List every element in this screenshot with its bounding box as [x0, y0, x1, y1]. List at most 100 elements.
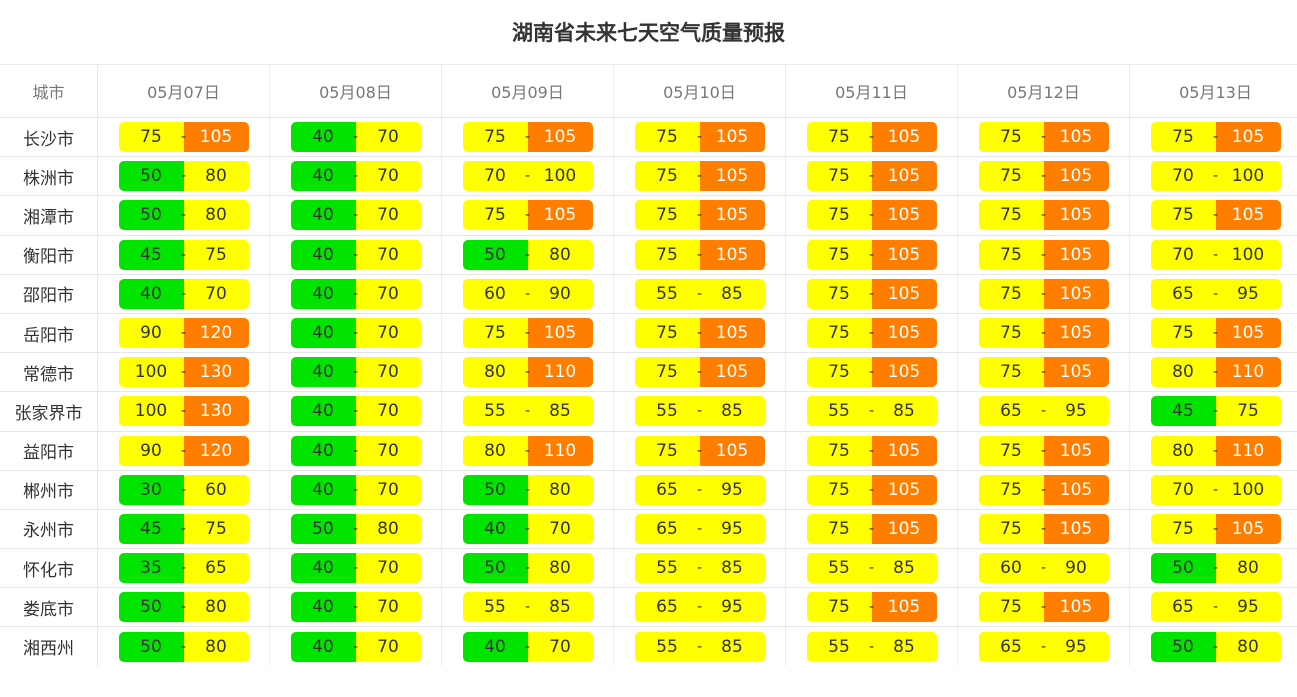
forecast-cell: 60 90- — [958, 549, 1130, 588]
range-separator: - — [180, 207, 187, 224]
aqi-low-value: 55 — [634, 553, 700, 584]
aqi-high-value: 130 — [183, 396, 249, 427]
aqi-high-value: 80 — [183, 161, 249, 192]
range-separator: - — [180, 364, 187, 381]
aqi-range-pill: 75 105- — [978, 200, 1109, 231]
aqi-high-value: 105 — [183, 122, 249, 153]
table-row: 株洲市 50 80-40 70-70 100-75 105-75 105-75 105-70 1… — [0, 156, 1297, 196]
aqi-low-value: 40 — [290, 357, 356, 388]
aqi-high-value: 105 — [527, 122, 593, 153]
aqi-high-value: 60 — [183, 474, 249, 505]
range-separator: - — [696, 207, 703, 224]
city-name: 永州市 — [0, 509, 98, 549]
aqi-low-value: 75 — [978, 200, 1044, 231]
table-row: 湘潭市 50 80-40 70-75 105-75 105-75 105-75 105-75 1… — [0, 195, 1297, 235]
aqi-range-pill: 65 95- — [634, 592, 765, 623]
aqi-low-value: 35 — [118, 553, 184, 584]
aqi-range-pill: 40 70- — [290, 318, 421, 349]
aqi-low-value: 70 — [1150, 474, 1216, 505]
aqi-high-value: 70 — [355, 357, 421, 388]
forecast-cell: 90 120- — [98, 313, 270, 353]
aqi-range-pill: 75 105- — [978, 122, 1109, 153]
aqi-range-pill: 50 80- — [462, 239, 593, 270]
aqi-low-value: 75 — [634, 122, 700, 153]
aqi-range-pill: 75 105- — [118, 122, 249, 153]
aqi-range-pill: 40 70- — [290, 200, 421, 231]
aqi-low-value: 75 — [978, 278, 1044, 309]
aqi-high-value: 105 — [1043, 318, 1109, 349]
forecast-cell: 80 110- — [1130, 353, 1297, 391]
aqi-range-pill: 50 80- — [118, 200, 249, 231]
aqi-high-value: 95 — [1043, 396, 1109, 427]
city-name: 娄底市 — [0, 588, 98, 627]
range-separator: - — [352, 168, 359, 185]
aqi-low-value: 75 — [806, 161, 872, 192]
aqi-low-value: 40 — [290, 239, 356, 270]
aqi-high-value: 70 — [355, 435, 421, 466]
aqi-low-value: 65 — [1150, 592, 1216, 623]
forecast-cell: 45 75- — [98, 509, 270, 549]
aqi-range-pill: 70 100- — [462, 161, 593, 192]
aqi-low-value: 65 — [634, 474, 700, 505]
table-row: 永州市 45 75-50 80-40 70-65 95-75 105-75 105-75 105… — [0, 508, 1297, 549]
forecast-cell: 75 105- — [1130, 196, 1297, 234]
range-separator: - — [524, 403, 531, 420]
aqi-low-value: 50 — [118, 592, 184, 623]
forecast-cell: 50 80- — [98, 588, 270, 627]
aqi-low-value: 60 — [462, 278, 528, 309]
aqi-high-value: 105 — [871, 122, 937, 153]
range-separator: - — [1040, 403, 1047, 420]
table-row: 张家界市 100 130-40 70-55 85-55 85-55 85-65 95-45 75… — [0, 391, 1297, 431]
forecast-cell: 75 105- — [786, 157, 958, 196]
aqi-high-value: 70 — [355, 239, 421, 270]
aqi-low-value: 75 — [1150, 513, 1216, 544]
aqi-high-value: 70 — [355, 396, 421, 427]
aqi-high-value: 95 — [1215, 592, 1281, 623]
aqi-range-pill: 35 65- — [118, 553, 249, 584]
aqi-range-pill: 80 110- — [1150, 357, 1281, 388]
aqi-range-pill: 55 85- — [462, 592, 593, 623]
table-row: 娄底市 50 80-40 70-55 85-65 95-75 105-75 105-65 95- — [0, 587, 1297, 627]
aqi-range-pill: 55 85- — [634, 278, 765, 309]
aqi-low-value: 75 — [978, 318, 1044, 349]
aqi-low-value: 80 — [462, 435, 528, 466]
aqi-low-value: 75 — [806, 122, 872, 153]
aqi-range-pill: 75 105- — [634, 200, 765, 231]
range-separator: - — [180, 325, 187, 342]
forecast-cell: 50 80- — [98, 157, 270, 196]
aqi-high-value: 85 — [527, 592, 593, 623]
aqi-low-value: 75 — [978, 592, 1044, 623]
forecast-cell: 55 85- — [442, 392, 614, 431]
aqi-low-value: 40 — [290, 122, 356, 153]
range-separator: - — [180, 168, 187, 185]
range-separator: - — [1212, 520, 1219, 537]
aqi-low-value: 75 — [634, 200, 700, 231]
forecast-cell: 75 105- — [958, 235, 1130, 274]
aqi-low-value: 75 — [806, 200, 872, 231]
aqi-high-value: 105 — [1043, 239, 1109, 270]
range-separator: - — [180, 638, 187, 655]
header-city-label: 城市 — [0, 65, 98, 117]
aqi-range-pill: 40 70- — [290, 396, 421, 427]
aqi-low-value: 50 — [462, 553, 528, 584]
aqi-range-pill: 75 105- — [978, 278, 1109, 309]
aqi-low-value: 75 — [634, 161, 700, 192]
range-separator: - — [1040, 207, 1047, 224]
aqi-low-value: 80 — [1150, 357, 1216, 388]
aqi-low-value: 75 — [806, 592, 872, 623]
aqi-low-value: 75 — [978, 239, 1044, 270]
aqi-high-value: 80 — [1215, 631, 1281, 662]
aqi-high-value: 70 — [527, 631, 593, 662]
aqi-high-value: 85 — [699, 553, 765, 584]
forecast-cell: 75 105- — [958, 313, 1130, 353]
aqi-range-pill: 50 80- — [290, 513, 421, 544]
forecast-cell: 40 70- — [270, 118, 442, 157]
forecast-cell: 75 105- — [786, 118, 958, 157]
range-separator: - — [1212, 364, 1219, 381]
forecast-cell: 65 95- — [614, 470, 786, 509]
aqi-high-value: 70 — [355, 278, 421, 309]
range-separator: - — [1212, 246, 1219, 263]
forecast-cell: 75 105- — [958, 196, 1130, 235]
aqi-low-value: 40 — [290, 435, 356, 466]
aqi-high-value: 70 — [355, 318, 421, 349]
